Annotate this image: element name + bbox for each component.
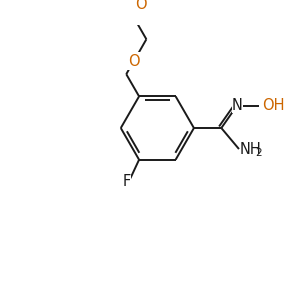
Text: 2: 2 <box>256 148 262 158</box>
Text: O: O <box>135 0 147 12</box>
Text: NH: NH <box>240 143 262 158</box>
Text: F: F <box>123 174 131 189</box>
Text: OH: OH <box>262 98 285 113</box>
Text: N: N <box>232 98 243 113</box>
Text: O: O <box>128 54 139 69</box>
